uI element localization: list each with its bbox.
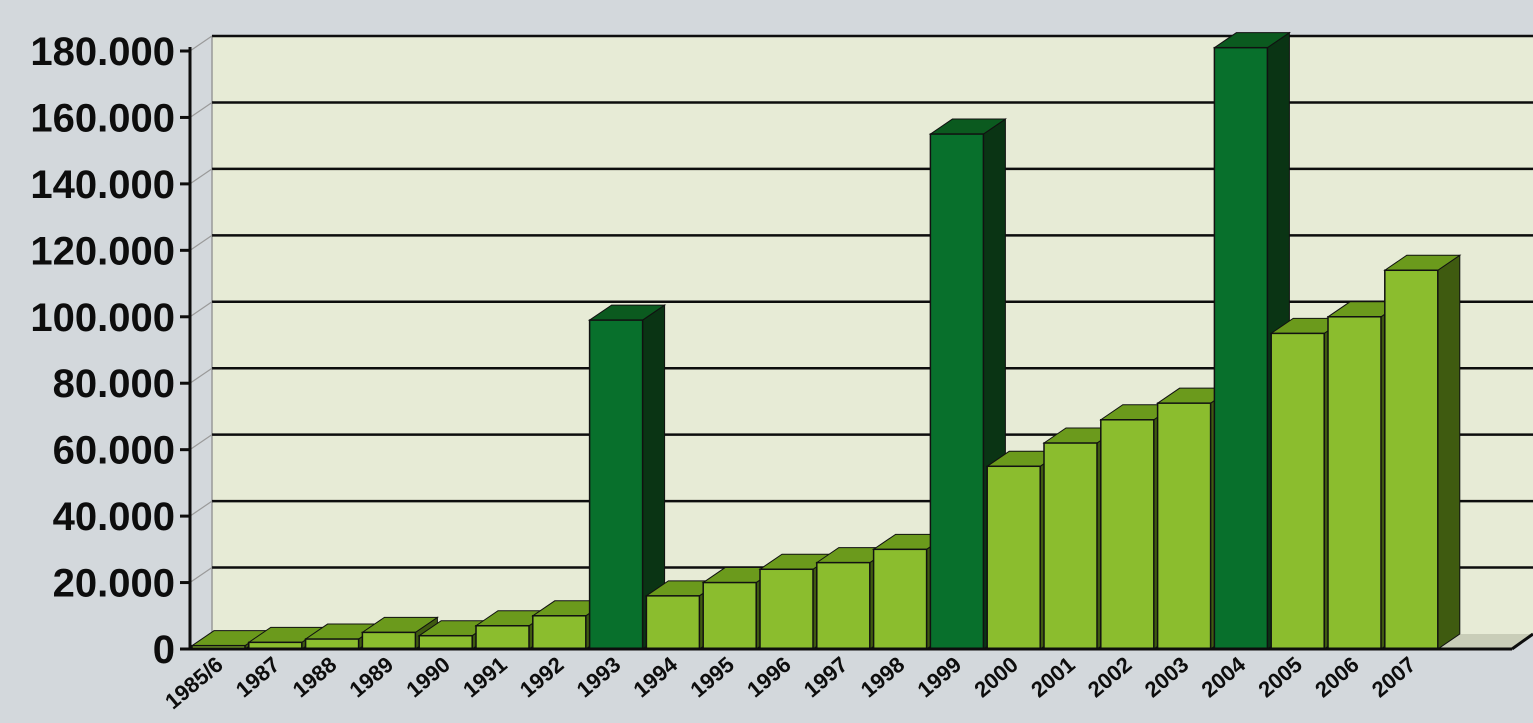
gridline-connector-3 <box>189 434 213 451</box>
gridline-connector-4 <box>189 367 213 384</box>
bar-front-1991 <box>475 624 530 650</box>
bar-front-2001 <box>1043 442 1098 650</box>
gridline-connector-9 <box>189 35 213 52</box>
bar-front-1993 <box>588 319 644 650</box>
bar-front-2007 <box>1384 269 1439 650</box>
bar-front-2002 <box>1100 419 1155 650</box>
bar-front-1995 <box>702 581 757 650</box>
bars <box>190 31 1462 650</box>
y-tick-label-5: 100.000 <box>30 296 175 340</box>
bar-front-1989 <box>361 631 417 650</box>
gridline-connector-2 <box>189 500 213 517</box>
bar-front-1997 <box>816 561 871 650</box>
bar-1993 <box>587 304 667 650</box>
gridline-connector-5 <box>189 301 213 318</box>
gridline-connector-1 <box>189 567 213 584</box>
bar-side-2007 <box>1437 254 1461 650</box>
bar-front-1998 <box>872 548 928 650</box>
y-tick-label-8: 160.000 <box>30 96 175 140</box>
bar-front-1994 <box>645 595 701 650</box>
y-tick-label-6: 120.000 <box>30 229 175 273</box>
bar-front-2004 <box>1213 46 1269 650</box>
y-tick-label-4: 80.000 <box>53 362 175 406</box>
gridline-connector-7 <box>189 168 213 185</box>
y-tick-label-9: 180.000 <box>30 30 175 74</box>
y-tick-label-2: 40.000 <box>53 495 175 539</box>
gridline-connector-8 <box>189 101 213 118</box>
bar-front-2005 <box>1270 332 1325 650</box>
bar-2007 <box>1383 254 1462 650</box>
y-tick-label-0: 0 <box>153 628 175 672</box>
y-axis: 0 20.000 40.000 60.000 80.000 100.000 120.000 1… <box>30 30 192 672</box>
x-axis-depth-edge <box>1511 632 1533 651</box>
bar-front-1992 <box>532 615 587 650</box>
y-tick-label-7: 140.000 <box>30 163 175 207</box>
bar-front-1990 <box>418 634 473 650</box>
y-tick-label-1: 20.000 <box>53 562 175 606</box>
bar-front-2006 <box>1327 316 1382 650</box>
bar-front-1999 <box>929 133 985 650</box>
bar-front-2000 <box>986 465 1041 650</box>
gridline-connector-6 <box>189 234 213 251</box>
bar-front-2003 <box>1156 402 1212 650</box>
bar-front-1996 <box>759 568 814 650</box>
y-tick-label-3: 60.000 <box>53 429 175 473</box>
